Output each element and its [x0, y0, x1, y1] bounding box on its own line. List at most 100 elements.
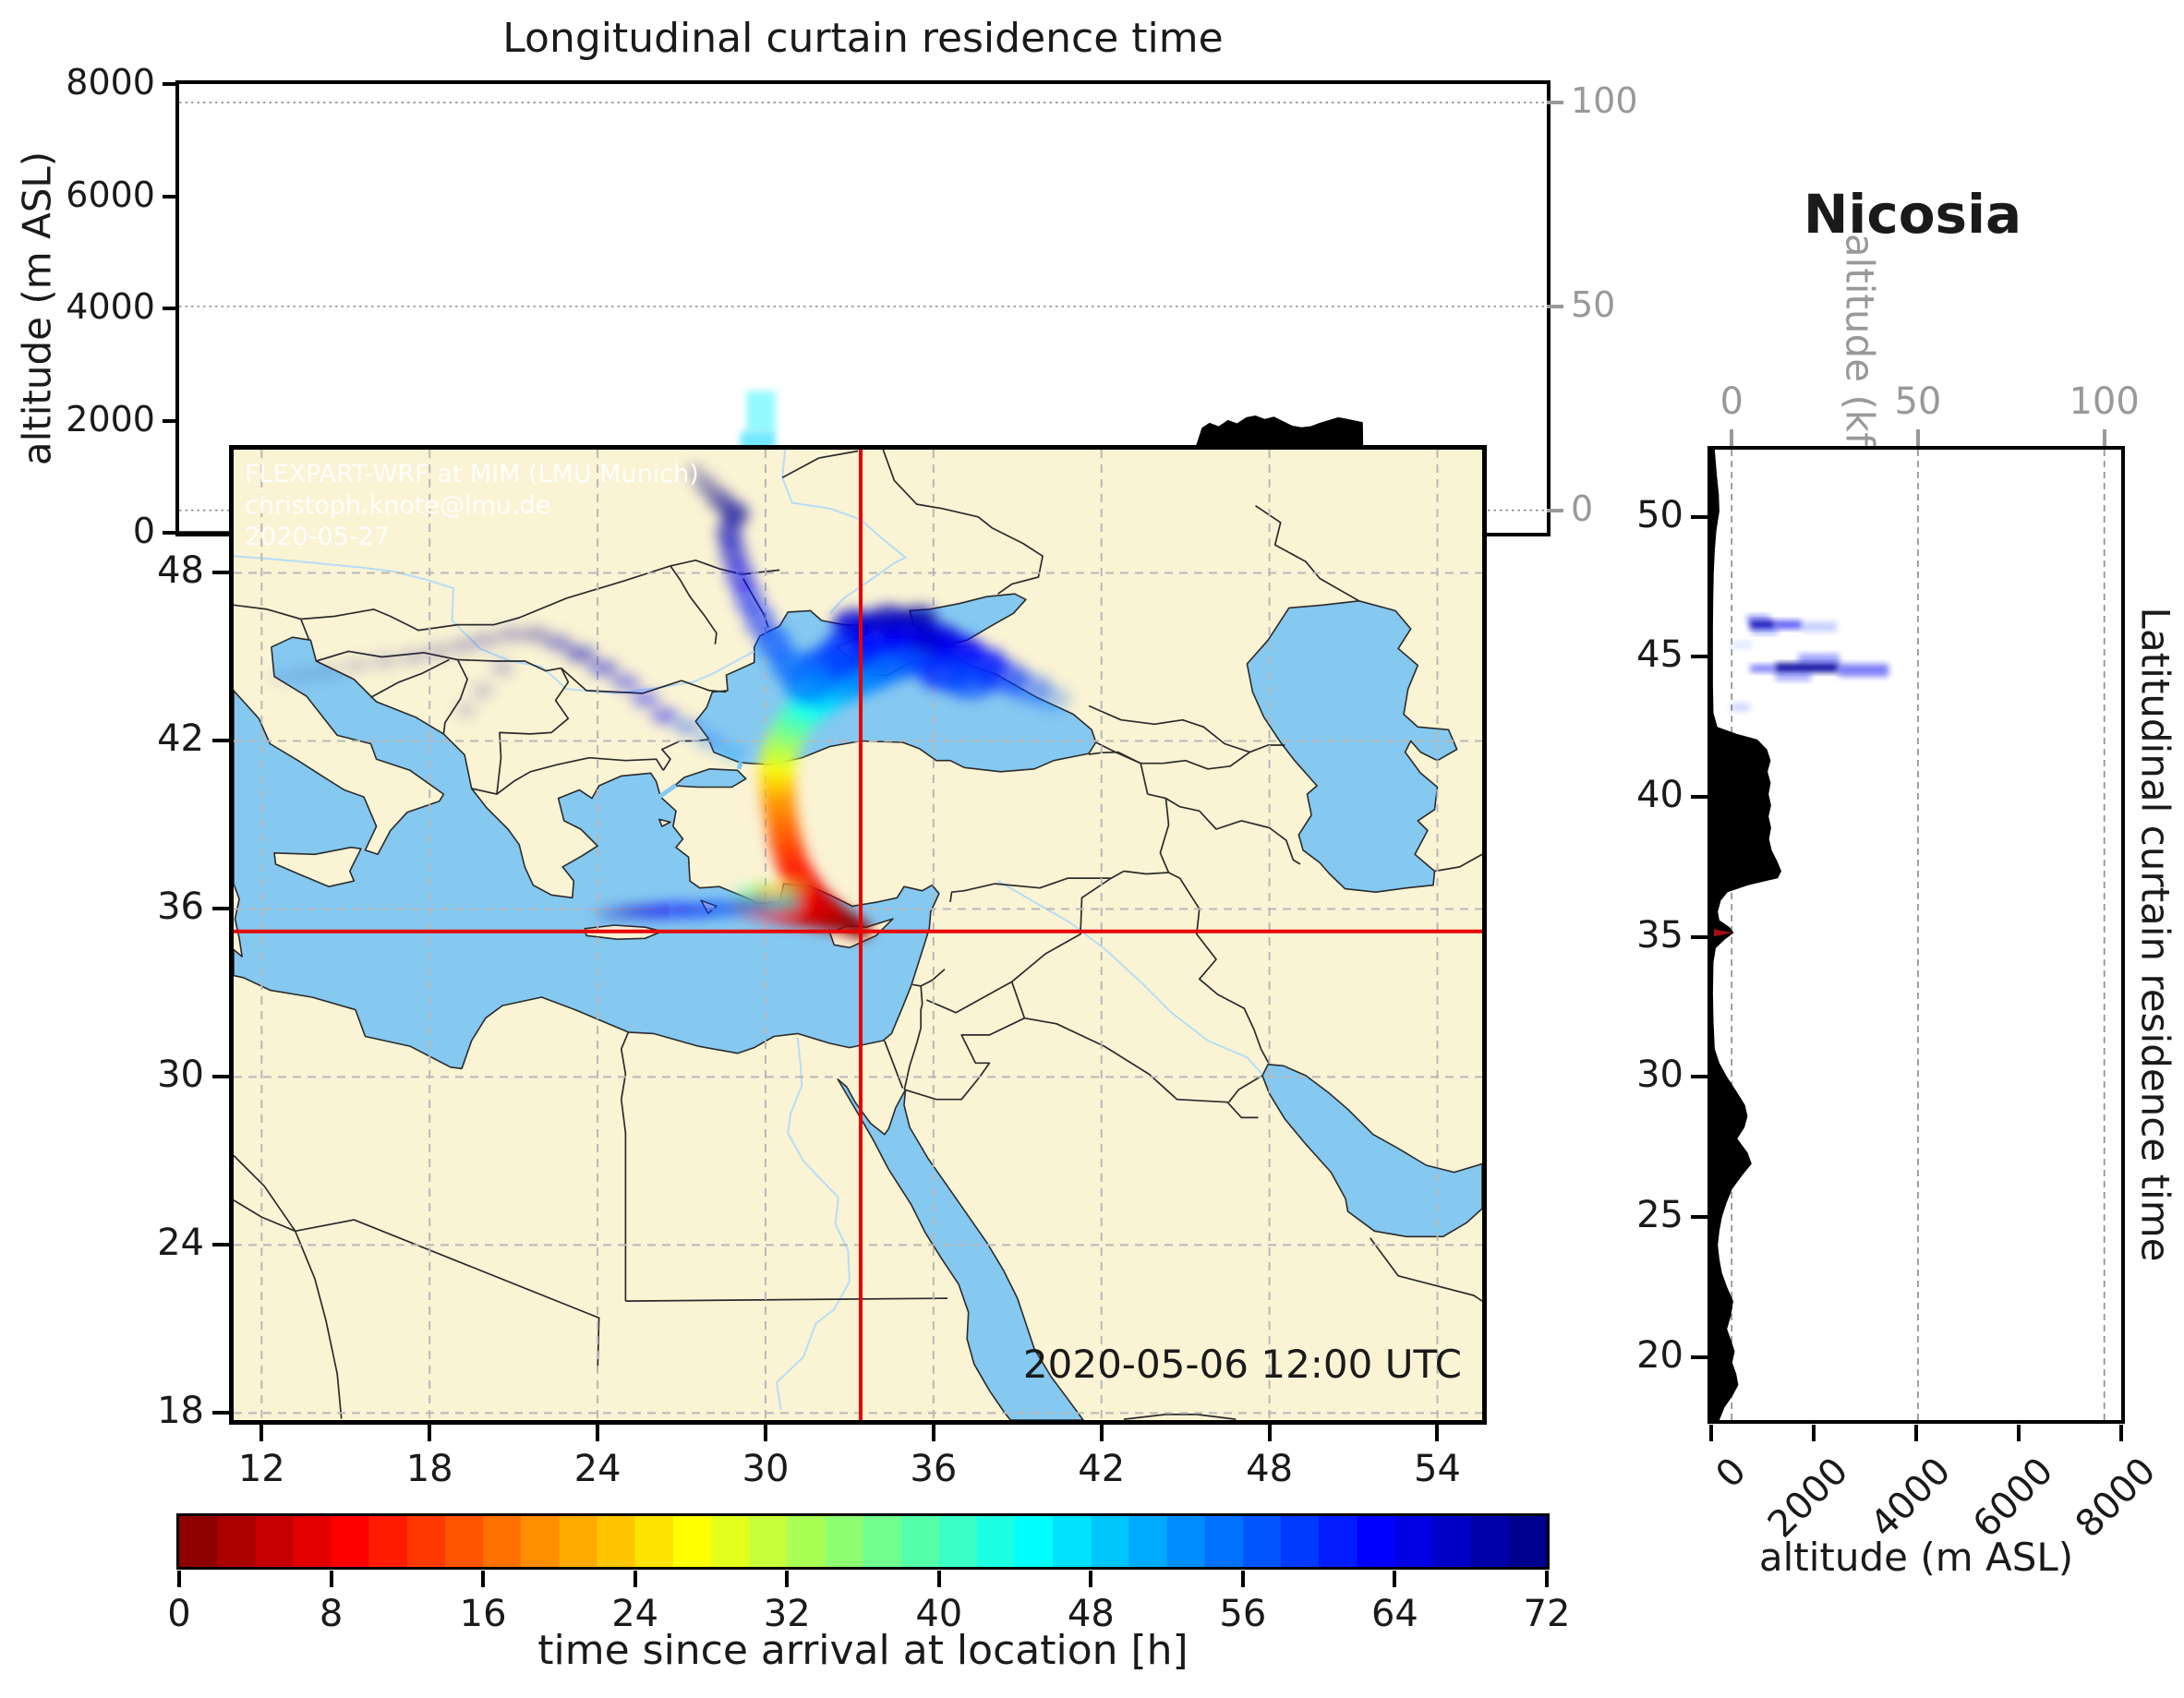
top-panel-ytick-right: 100 — [1571, 80, 1638, 122]
map-ytick: 18 — [157, 1390, 204, 1433]
tick-mark — [1435, 1425, 1440, 1441]
tick-mark — [1545, 1571, 1549, 1587]
right-panel-ytick: 45 — [1636, 633, 1683, 677]
map-xtick: 18 — [405, 1448, 453, 1490]
colorbar-tick: 24 — [611, 1593, 659, 1635]
tick-mark — [428, 1425, 432, 1441]
tick-mark — [1267, 1425, 1272, 1441]
colorbar-tick: 72 — [1523, 1593, 1571, 1635]
tick-mark — [936, 1571, 941, 1587]
map-ytick: 24 — [157, 1222, 204, 1265]
tick-mark — [1547, 508, 1563, 512]
tick-mark — [177, 1571, 181, 1587]
map-attribution: FLEXPART-WRF at MIM (LMU Munich) christo… — [245, 459, 699, 553]
tick-mark — [1691, 795, 1707, 800]
right-panel-xtick: 4000 — [1863, 1450, 1960, 1547]
tick-mark — [1089, 1571, 1093, 1587]
right-panel-ytick: 25 — [1636, 1194, 1683, 1237]
map-xtick: 42 — [1078, 1448, 1126, 1490]
tick-mark — [1812, 1425, 1816, 1441]
tick-mark — [212, 907, 229, 911]
tick-mark — [1691, 1075, 1707, 1079]
tick-mark — [163, 194, 179, 199]
top-panel-ytick-left: 2000 — [66, 398, 155, 440]
tick-mark — [1691, 514, 1707, 519]
map-xtick: 30 — [742, 1448, 790, 1490]
colorbar-tick: 8 — [319, 1593, 344, 1635]
colorbar-tick: 0 — [167, 1593, 191, 1635]
right-panel-ytick: 50 — [1636, 493, 1683, 536]
tick-mark — [163, 82, 179, 86]
map-xtick: 36 — [910, 1448, 958, 1490]
tick-mark — [163, 418, 179, 423]
map-xtick: 54 — [1414, 1448, 1461, 1490]
right-panel-xtick: 2000 — [1760, 1450, 1857, 1547]
top-panel-ytick-left: 4000 — [66, 286, 155, 327]
right-panel-xtick: 8000 — [2068, 1450, 2165, 1547]
right-panel-top-tick: 0 — [1719, 380, 1744, 423]
tick-mark — [1547, 304, 1563, 308]
colorbar-label: time since arrival at location [h] — [537, 1627, 1189, 1674]
tick-mark — [2017, 1425, 2021, 1441]
colorbar-tick: 64 — [1370, 1593, 1418, 1635]
tick-mark — [163, 531, 179, 535]
map-xtick: 12 — [237, 1448, 285, 1490]
tick-mark — [1393, 1571, 1397, 1587]
map-xtick: 24 — [573, 1448, 621, 1490]
attribution-line-3: 2020-05-27 — [245, 523, 390, 551]
top-panel-ytick-left: 8000 — [66, 62, 155, 102]
tick-mark — [1709, 1425, 1713, 1441]
attribution-line-1: FLEXPART-WRF at MIM (LMU Munich) — [245, 460, 699, 488]
map-ytick: 30 — [157, 1054, 204, 1097]
attribution-line-2: christoph.knote@lmu.de — [245, 491, 551, 520]
map-xtick: 48 — [1246, 1448, 1294, 1490]
tick-mark — [1240, 1571, 1245, 1587]
tick-mark — [1691, 1355, 1707, 1359]
right-panel-xtick: 0 — [1707, 1450, 1755, 1497]
right-panel-ytick: 30 — [1636, 1054, 1683, 1097]
tick-mark — [633, 1571, 637, 1587]
map-panel: FLEXPART-WRF at MIM (LMU Munich) christo… — [229, 445, 1487, 1425]
tick-mark — [763, 1425, 767, 1441]
top-panel-ytick-left: 6000 — [66, 174, 155, 215]
colorbar-tick: 56 — [1219, 1593, 1267, 1635]
right-panel-ytick: 35 — [1636, 913, 1683, 957]
tick-mark — [212, 1243, 229, 1247]
tick-mark — [481, 1571, 486, 1587]
station-title: Nicosia — [1803, 183, 2022, 246]
tick-mark — [212, 1075, 229, 1079]
colorbar — [176, 1513, 1550, 1570]
top-panel-ytick-right: 50 — [1571, 283, 1616, 325]
map-ytick: 48 — [157, 549, 204, 593]
tick-mark — [931, 1425, 935, 1441]
colorbar-tick: 16 — [459, 1593, 507, 1635]
tick-mark — [785, 1571, 790, 1587]
tick-mark — [329, 1571, 333, 1587]
tick-mark — [2102, 429, 2106, 446]
right-panel-xtick: 6000 — [1965, 1450, 2062, 1547]
tick-mark — [1691, 934, 1707, 939]
colorbar-tick: 32 — [763, 1593, 811, 1635]
right-panel-ytick: 20 — [1636, 1333, 1683, 1377]
latitudinal-curtain-panel — [1707, 446, 2125, 1424]
tick-mark — [1547, 101, 1563, 105]
tick-mark — [596, 1425, 600, 1441]
tick-mark — [1099, 1425, 1104, 1441]
tick-mark — [1730, 429, 1734, 446]
tick-mark — [212, 739, 229, 743]
colorbar-tick: 40 — [915, 1593, 963, 1635]
right-panel-ytick: 40 — [1636, 774, 1683, 817]
tick-mark — [1915, 429, 1920, 446]
tick-mark — [1914, 1425, 1918, 1441]
tick-mark — [2119, 1425, 2123, 1441]
tick-mark — [1691, 1215, 1707, 1220]
tick-mark — [212, 1411, 229, 1415]
map-ytick: 36 — [157, 885, 204, 929]
tick-mark — [1691, 655, 1707, 659]
top-panel-title: Longitudinal curtain residence time — [502, 15, 1224, 62]
top-panel-ytick-left: 0 — [132, 511, 155, 551]
top-panel-ytick-right: 0 — [1571, 488, 1594, 529]
tick-mark — [212, 571, 229, 575]
